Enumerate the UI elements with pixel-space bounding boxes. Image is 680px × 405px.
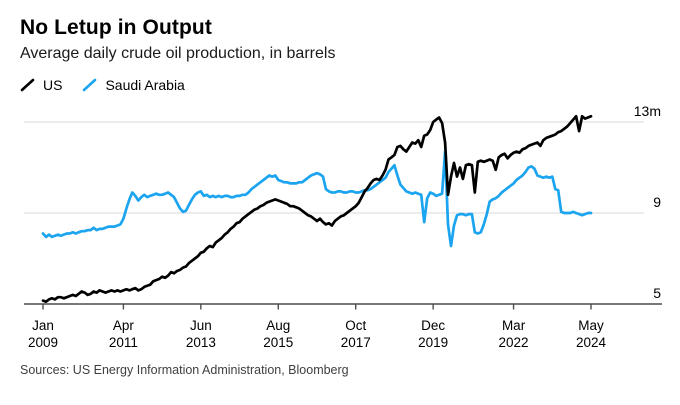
legend-item-saudi-arabia: Saudi Arabia (82, 77, 185, 93)
legend-label-us: US (43, 77, 63, 93)
x-label-month-2024: May (578, 318, 604, 333)
x-label-year-2013: 2013 (186, 335, 216, 350)
chart-legend: US Saudi Arabia (20, 77, 185, 93)
x-label-year-2009: 2009 (28, 335, 58, 350)
x-label-year-2011: 2011 (109, 335, 138, 350)
legend-label-saudi-arabia: Saudi Arabia (105, 77, 185, 93)
legend-item-us: US (20, 77, 62, 93)
x-label-month-2015: Aug (266, 318, 290, 333)
saudi-arabia-line-swatch-icon (83, 78, 97, 92)
x-label-year-2015: 2015 (263, 335, 293, 350)
x-label-month-2022: Mar (502, 318, 526, 333)
y-axis-label-9: 9 (653, 194, 661, 210)
x-label-year-2022: 2022 (499, 335, 529, 350)
x-label-month-2009: Jan (32, 318, 54, 333)
us-line-swatch-icon (20, 78, 35, 92)
x-label-year-2024: 2024 (576, 335, 607, 350)
chart-subtitle: Average daily crude oil production, in b… (20, 45, 336, 62)
x-label-month-2013: Jun (190, 318, 212, 333)
x-label-month-2019: Dec (421, 318, 445, 333)
x-label-month-2017: Oct (345, 318, 366, 333)
us-line (41, 114, 593, 304)
x-label-year-2019: 2019 (418, 335, 448, 350)
chart-title: No Letup in Output (20, 16, 212, 39)
source-note: Sources: US Energy Information Administr… (20, 363, 349, 377)
x-label-year-2017: 2017 (341, 335, 371, 350)
saudi-arabia-line (41, 150, 593, 248)
x-label-month-2011: Apr (113, 318, 135, 333)
y-axis-label-5: 5 (653, 285, 661, 301)
y-axis-label-13m: 13m (634, 103, 661, 119)
